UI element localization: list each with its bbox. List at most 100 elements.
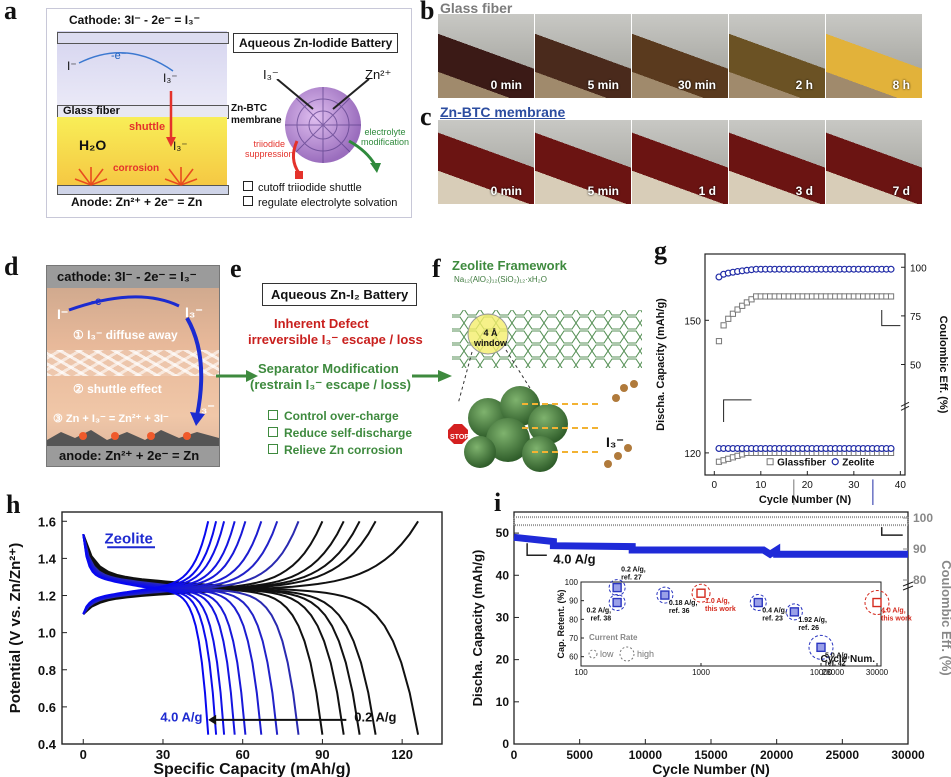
panel-h-zeolite-tag: Zeolite (105, 531, 153, 548)
panel-i-inset-point-label: ref. 26 (798, 625, 819, 632)
photo-frame: 30 min (632, 14, 728, 98)
panel-h-y-tick-label: 0.8 (38, 663, 56, 678)
panel-d-separator-fibers (47, 350, 219, 376)
photo-time-label: 8 h (892, 78, 910, 92)
panel-d-iodide: I⁻ (57, 306, 69, 322)
panel-a-i3-ion: I₃⁻ (263, 67, 279, 82)
panel-i-inset-y-tick-label: 60 (569, 653, 578, 662)
panel-g-x-tick-label: 0 (712, 480, 718, 491)
panel-i-x-tick-label: 10000 (629, 748, 663, 762)
panel-e-label: e (230, 254, 242, 283)
photo-frame: 3 d (729, 120, 825, 204)
panel-h-y-tick-label: 0.4 (38, 737, 57, 752)
panel-h-discharge-curve (82, 534, 226, 735)
panel-g-point-glassfiber (720, 322, 727, 329)
photo-time-label: 30 min (677, 78, 716, 92)
photo-time-label: 2 h (795, 78, 813, 92)
panel-f-i3: I₃⁻ (606, 434, 624, 450)
panel-a-bullet-2: regulate electrolyte solvation (243, 196, 397, 209)
panel-i-inset-point-label: ref. 36 (669, 608, 690, 615)
panel-d-step-3: ③ Zn + I₃⁻ = Zn²⁺ + 3I⁻ (53, 413, 169, 425)
panel-i-y-tick-label: 0 (502, 737, 509, 751)
panel-g-ylabel: Discha. Capacity (mAh/g) (655, 298, 667, 431)
photo-frame: 5 min (535, 120, 631, 204)
panel-i-right-axis-arrow (880, 527, 903, 536)
panel-i-inset-point-label: ref. 38 (590, 616, 611, 623)
panel-a-suppression-arrow (292, 140, 301, 174)
panel-g-point-glassfiber (743, 299, 750, 306)
panel-i-xlabel: Cycle Number (N) (652, 761, 769, 777)
panel-h-discharge-curve (82, 533, 377, 735)
panel-i-chart: 0 5000 10000 15000 20000 25000 30000 0 10 20 30 40 5… (470, 511, 951, 777)
panel-h-rate-low: 0.2 A/g (354, 710, 396, 725)
photo-time-label: 0 min (490, 78, 522, 92)
checkbox-icon (268, 427, 278, 437)
panel-d: cathode: 3I⁻ - 2e⁻ = I₃⁻ I⁻ -e I₃⁻ ① I₃⁻… (46, 265, 220, 467)
panel-f-window: 4 Å window (474, 328, 507, 348)
panel-i-inset-point-label: 0.4 A/g, (762, 608, 787, 615)
panel-i-inset-y-tick-label: 90 (569, 597, 578, 606)
panel-i-inset-point (696, 588, 706, 598)
panel-i-rate-tag: 4.0 A/g (553, 551, 595, 566)
panel-i-inset-point-label: this work (881, 616, 912, 623)
panel-a-electron-arrow (78, 52, 174, 72)
panel-i-inset-point-label: ref. 42 (825, 660, 846, 667)
panel-g-y2-tick-label: 100 (910, 263, 927, 274)
panel-i-inset-frame (580, 581, 882, 667)
panel-g-point-glassfiber (734, 306, 741, 313)
panel-a-iodide: I⁻ (67, 59, 77, 73)
panel-a-zn-ion: Zn²⁺ (365, 67, 392, 82)
panel-h-x-tick-label: 30 (156, 747, 170, 762)
panel-e-bullet: Control over-charge (268, 409, 412, 426)
panel-e-sep-text: (restrain I₃⁻ escape / loss) (250, 377, 411, 392)
panel-i-y2-tick-label: 80 (913, 573, 927, 587)
panel-f-blocked-arrows (518, 403, 598, 453)
panel-a-triiodide-supp: triiodide suppression (245, 139, 294, 159)
panel-a-corrosion-burst-right-icon (164, 167, 198, 186)
panel-h-label: h (6, 490, 21, 519)
panel-h-discharge-curve (82, 534, 218, 735)
panel-g-legend-glassfiber: Glassfiber (777, 458, 826, 469)
panel-i-inset-x-tick-label: 28000 (822, 668, 845, 677)
panel-i-inset-point (660, 590, 670, 600)
panel-i-inset-point-label: 1.92 A/g, (798, 617, 827, 624)
panel-h-discharge-curve (82, 534, 210, 735)
panel-i-inset-legend-high-icon (619, 646, 635, 662)
panel-i-ce-band (513, 516, 909, 527)
panel-h-ylabel: Potential (V vs. Zn/Zn²⁺) (7, 543, 24, 713)
panel-a-membrane: Zn-BTC membrane (231, 103, 282, 126)
panel-d-cathode-eq: cathode: 3I⁻ - 2e⁻ = I₃⁻ (57, 269, 197, 284)
panel-a: Cathode: 3I⁻ - 2e⁻ = I₃⁻ I⁻ -e⁻ I₃⁻ Glas… (46, 8, 412, 218)
panel-b-title: Glass fiber (440, 0, 513, 16)
panel-f-zeolite-graphic (448, 310, 642, 472)
panel-a-membrane-sphere-icon (276, 79, 370, 163)
panel-g-legend-circle-icon (831, 458, 839, 466)
panel-i-y-tick-label: 20 (496, 653, 510, 667)
panel-a-yellow-band (57, 117, 227, 185)
panel-a-electrolyte-mod: electrolyte modification (361, 127, 410, 147)
panel-i-inset-point (612, 597, 622, 608)
panel-g-left-axis-arrow (723, 399, 752, 422)
panel-i-inset-point-label: 0.2 A/g, (586, 608, 611, 615)
panel-i-inset-x-tick-label: 1000 (692, 668, 710, 677)
panel-h-y-tick-label: 1.4 (38, 551, 57, 566)
panel-f-i3-molecule-icons (604, 380, 638, 468)
panel-h-x-tick-label: 60 (235, 747, 249, 762)
panel-h-x-tick-label: 90 (315, 747, 329, 762)
panel-i-left-axis-arrow (526, 543, 547, 557)
panel-h-rate-arrowhead (208, 714, 217, 725)
panel-i-capacity-trace (513, 533, 908, 559)
panel-i-inset-point-label: 1.0 A/g, (705, 598, 730, 605)
panel-g-y-tick-label: 150 (684, 316, 701, 327)
photo-frame: 2 h (729, 14, 825, 98)
panel-i-inset-legend-low-icon (588, 649, 598, 659)
panel-d-i3-top: I₃⁻ (185, 304, 203, 320)
panel-d-cathode-bar (47, 266, 219, 288)
panel-i-inset-point (789, 607, 800, 617)
panel-i-inset-point-label: this work (705, 606, 736, 613)
photo-frame: 0 min (438, 120, 534, 204)
panel-a-arrows (74, 52, 198, 186)
panel-a-title-box: Aqueous Zn-Iodide Battery (233, 33, 399, 53)
panel-i-inset-point (612, 582, 622, 593)
panel-a-i3-top: I₃⁻ (163, 71, 178, 85)
